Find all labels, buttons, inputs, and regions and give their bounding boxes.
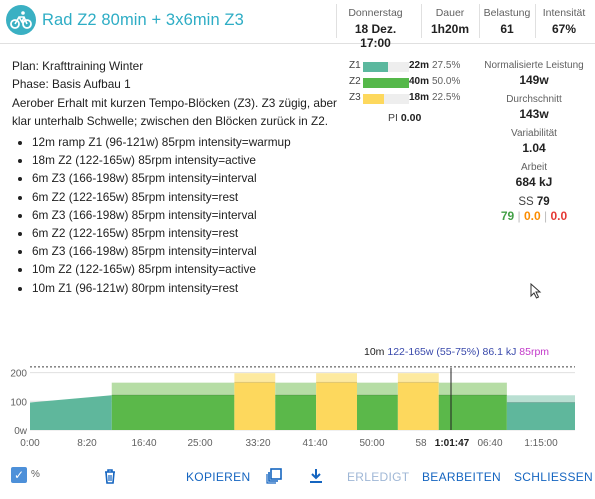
- stat-day: Donnerstag 18 Dez. 17:00: [348, 7, 403, 50]
- workout-description: Plan: Krafttraining Winter Phase: Basis …: [12, 58, 342, 297]
- close-button[interactable]: SCHLIESSEN: [514, 470, 594, 484]
- step-item: 6m Z3 (166-198w) 85rpm intensity=interva…: [32, 242, 342, 260]
- chart-step-info: 10m 122-165w (55-75%) 86.1 kJ 85rpm: [364, 346, 550, 358]
- segment-range: [506, 395, 575, 403]
- zone-label: Z2: [349, 76, 361, 87]
- header: Rad Z2 80min + 3x6min Z3 Donnerstag 18 D…: [0, 0, 595, 50]
- segment-range: [397, 373, 439, 383]
- done-button[interactable]: ERLEDIGT: [347, 470, 410, 484]
- x-tick-label: 1:01:47: [435, 438, 470, 449]
- zone-bar: [363, 62, 389, 72]
- metric-variability: Variabilität 1.04: [511, 128, 557, 155]
- zone-time: 40m: [409, 76, 430, 87]
- phase-name: Phase: Basis Aufbau 1: [12, 76, 131, 91]
- zone-bar: [363, 78, 409, 88]
- zone-row-z2: Z2 40m 50.0%: [348, 75, 468, 91]
- step-item: 10m Z1 (96-121w) 80rpm intensity=rest: [32, 279, 342, 297]
- pi-value: PI 0.00: [388, 112, 422, 124]
- ss-breakdown: 79 | 0.0 | 0.0: [500, 209, 568, 223]
- bike-icon: [6, 5, 36, 35]
- x-tick-label: 50:00: [359, 438, 384, 449]
- segment-bar: [438, 394, 507, 430]
- zone-bar: [363, 94, 384, 104]
- stat-duration: Dauer 1h20m: [430, 7, 470, 36]
- step-item: 6m Z3 (166-198w) 85rpm intensity=interva…: [32, 169, 342, 187]
- x-tick-label: 0:00: [20, 438, 40, 449]
- zone-label: Z1: [349, 60, 361, 71]
- x-tick-label: 33:20: [245, 438, 270, 449]
- y-tick-label: 100: [10, 397, 27, 408]
- segment-range: [111, 382, 235, 395]
- zone-percent: 27.5%: [432, 60, 461, 71]
- segment-bar: [275, 394, 317, 430]
- zone-percent: 50.0%: [432, 76, 461, 87]
- workout-chart[interactable]: 200 100 0w0:00 8:20 16:40 25:00 33:20 41:40 50:0…: [0, 360, 595, 452]
- segment-range: [438, 382, 507, 395]
- x-tick-label: 06:40: [477, 438, 502, 449]
- x-tick-label: 41:40: [302, 438, 327, 449]
- zone-time: 22m: [409, 60, 430, 71]
- workout-title: Rad Z2 80min + 3x6min Z3: [42, 11, 244, 29]
- step-item: 6m Z2 (122-165w) 85rpm intensity=rest: [32, 188, 342, 206]
- zone-label: Z3: [349, 92, 361, 103]
- percent-label: %: [31, 469, 40, 480]
- metrics-panel: Normalisierte Leistung 149w Durchschnitt…: [476, 60, 592, 223]
- x-tick-label: 8:20: [77, 438, 97, 449]
- x-tick-label: 58: [415, 438, 427, 449]
- x-tick-label: 16:40: [131, 438, 156, 449]
- step-item: 12m ramp Z1 (96-121w) 85rpm intensity=wa…: [32, 133, 342, 151]
- download-icon[interactable]: [306, 466, 326, 486]
- mouse-cursor-icon: [530, 283, 542, 299]
- percent-checkbox[interactable]: ✓: [11, 467, 27, 483]
- ss-label: SS 79: [518, 196, 550, 208]
- metric-np: Normalisierte Leistung 149w: [484, 60, 584, 87]
- y-tick-label: 0w: [14, 426, 28, 437]
- plan-name: Plan: Krafttraining Winter: [12, 59, 144, 73]
- segment-bar: [111, 394, 235, 430]
- step-item: 18m Z2 (122-165w) 85rpm intensity=active: [32, 151, 342, 169]
- segment-bar: [234, 382, 276, 430]
- step-item: 6m Z2 (122-165w) 85rpm intensity=rest: [32, 224, 342, 242]
- step-item: 10m Z2 (122-165w) 85rpm intensity=active: [32, 260, 342, 278]
- segment-range: [316, 373, 357, 383]
- zone-percent: 22.5%: [432, 92, 461, 103]
- metric-average: Durchschnitt 143w: [506, 94, 562, 121]
- stat-load: Belastung 61: [483, 7, 531, 36]
- zone-row-z1: Z1 22m 27.5%: [348, 59, 468, 75]
- segment-range: [357, 382, 398, 395]
- metric-work: Arbeit 684 kJ: [515, 162, 553, 189]
- x-tick-label: 1:15:00: [524, 438, 558, 449]
- stat-intensity: Intensität 67%: [542, 7, 586, 36]
- description-text: Aerober Erhalt mit kurzen Tempo-Blöcken …: [12, 96, 337, 128]
- step-item: 6m Z3 (166-198w) 85rpm intensity=interva…: [32, 206, 342, 224]
- zone-row-z3: Z3 18m 22.5%: [348, 91, 468, 107]
- x-tick-label: 25:00: [187, 438, 212, 449]
- zone-bar-track: [363, 94, 409, 104]
- step-list: 12m ramp Z1 (96-121w) 85rpm intensity=wa…: [12, 133, 342, 297]
- segment-range: [234, 373, 276, 383]
- footer-toolbar: ✓ % KOPIEREN ERLEDIGT BEARBEITEN SCHLIES…: [0, 458, 595, 499]
- ramp-segment: [30, 395, 112, 430]
- segment-range: [275, 382, 317, 395]
- segment-bar: [506, 402, 575, 430]
- segment-bar: [397, 382, 439, 430]
- duplicate-icon[interactable]: [264, 466, 284, 486]
- segment-bar: [357, 394, 398, 430]
- zone-distribution: Z1 22m 27.5% Z2 40m 50.0% Z3 18m 22.5%: [348, 59, 468, 107]
- trash-icon[interactable]: [100, 466, 120, 486]
- segment-bar: [316, 382, 357, 430]
- copy-button[interactable]: KOPIEREN: [186, 470, 251, 484]
- zone-time: 18m: [409, 92, 430, 103]
- edit-button[interactable]: BEARBEITEN: [422, 470, 502, 484]
- y-tick-label: 200: [10, 369, 27, 380]
